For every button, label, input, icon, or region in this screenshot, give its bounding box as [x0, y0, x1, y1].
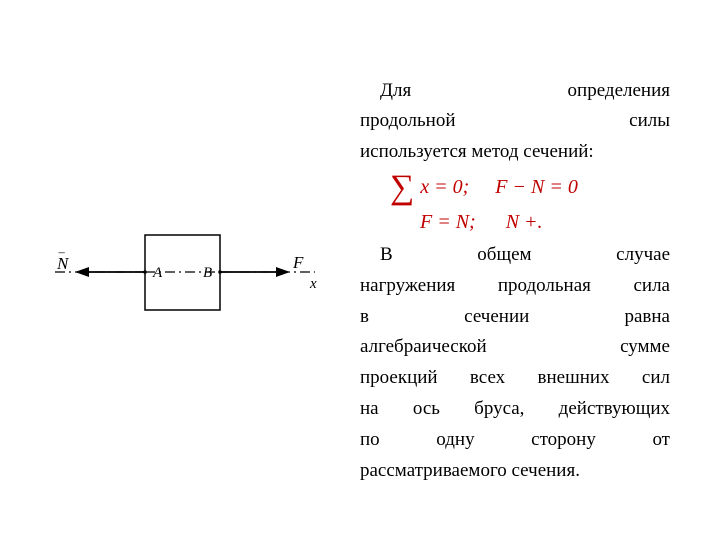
paragraph-2-line-5: проекций всех внешних сил	[360, 367, 670, 390]
paragraph-1-line-1: Для определения	[360, 80, 670, 103]
diagram-column: ‾ N F A B x	[30, 215, 340, 325]
paragraph-2-line-1: В общем случае	[360, 244, 670, 267]
paragraph-2-line-7: по одну сторону от	[360, 429, 670, 452]
text-column: Для определения продольной силы использу…	[340, 50, 670, 491]
formula-line-1: ∑ x = 0; F − N = 0	[390, 174, 670, 201]
label-F: F	[292, 253, 304, 272]
formula-eq1b: F − N = 0	[495, 176, 578, 199]
paragraph-1-line-3: используется метод сечений:	[360, 141, 670, 164]
force-diagram: ‾ N F A B x	[45, 215, 325, 325]
label-x: x	[309, 276, 317, 292]
label-N: N	[56, 254, 70, 273]
label-A: A	[152, 265, 163, 281]
paragraph-2-line-6: на ось бруса, действующих	[360, 398, 670, 421]
paragraph-2-line-8: рассматриваемого сечения.	[360, 460, 670, 483]
formula-line-2: F = N; N +.	[420, 211, 670, 234]
page-content: ‾ N F A B x Для определения продольной с…	[0, 0, 720, 540]
label-B: B	[203, 265, 212, 281]
paragraph-2-line-3: в сечении равна	[360, 306, 670, 329]
paragraph-2-line-4: алгебраической сумме	[360, 336, 670, 359]
paragraph-1-line-2: продольной силы	[360, 110, 670, 133]
sigma-symbol: ∑	[390, 174, 414, 201]
formula-eq1a: x = 0;	[420, 176, 469, 199]
paragraph-2-line-2: нагружения продольная сила	[360, 275, 670, 298]
